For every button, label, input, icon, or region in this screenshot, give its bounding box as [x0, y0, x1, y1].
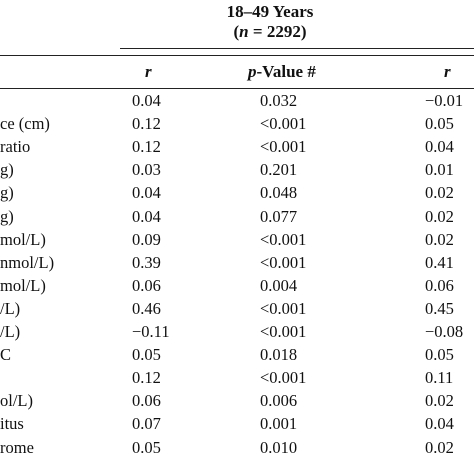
cell-r: 0.06: [132, 275, 161, 295]
cell-pvalue: <0.001: [260, 137, 307, 157]
cell-r2: 0.05: [425, 114, 454, 134]
table-row: rome 0.05 0.010 0.02: [0, 438, 474, 460]
cell-r2: 0.04: [425, 137, 454, 157]
header-rule-top: [0, 55, 474, 56]
row-label: ol/L): [0, 391, 33, 411]
row-label: rome: [0, 437, 34, 457]
cell-pvalue: 0.004: [260, 275, 298, 295]
table-row: ratio 0.12 <0.001 0.04: [0, 137, 474, 159]
col-header-r: r: [145, 62, 152, 81]
cell-pvalue: 0.018: [260, 345, 298, 365]
table-row: g) 0.03 0.201 0.01: [0, 160, 474, 182]
cell-r: 0.09: [132, 229, 161, 249]
cell-pvalue: <0.001: [260, 229, 307, 249]
cell-r2: 0.01: [425, 160, 454, 180]
cell-pvalue: 0.006: [260, 391, 298, 411]
cell-pvalue: 0.001: [260, 414, 298, 434]
table-row: mol/L) 0.09 <0.001 0.02: [0, 230, 474, 252]
table-row: ol/L) 0.06 0.006 0.02: [0, 391, 474, 413]
cell-r2: 0.06: [425, 275, 454, 295]
cell-r: 0.04: [132, 206, 161, 226]
row-label: itus: [0, 414, 24, 434]
table-row: itus 0.07 0.001 0.04: [0, 414, 474, 436]
cell-pvalue: 0.048: [260, 183, 298, 203]
cell-r2: 0.11: [425, 368, 454, 388]
cell-pvalue: <0.001: [260, 298, 307, 318]
cell-r2: 0.02: [425, 183, 454, 203]
cell-pvalue: 0.032: [260, 91, 298, 110]
table-row: 0.04 0.032 −0.01: [0, 91, 474, 113]
cell-pvalue: <0.001: [260, 322, 307, 341]
table-row: ce (cm) 0.12 <0.001 0.05: [0, 114, 474, 136]
cell-r: 0.39: [132, 252, 161, 272]
cell-r2: 0.45: [425, 298, 454, 318]
row-label: /L): [0, 298, 21, 318]
table-row: C 0.05 0.018 0.05: [0, 345, 474, 367]
row-label: ratio: [0, 137, 31, 157]
cell-r: 0.12: [132, 368, 161, 388]
row-label: mol/L): [0, 275, 46, 295]
cell-r2: 0.05: [425, 345, 454, 365]
row-label: C: [0, 345, 12, 365]
cell-r2: 0.41: [425, 252, 454, 272]
cell-r: 0.06: [132, 391, 161, 411]
cell-r: −0.11: [132, 322, 170, 341]
cell-r: 0.07: [132, 414, 161, 434]
row-label: g): [0, 206, 14, 226]
col-header-r2: r: [444, 62, 451, 81]
table-row: g) 0.04 0.048 0.02: [0, 183, 474, 205]
cell-r2: −0.01: [425, 91, 464, 110]
cell-pvalue: <0.001: [260, 114, 307, 134]
row-label: ce (cm): [0, 114, 50, 134]
cell-r: 0.05: [132, 345, 161, 365]
cell-pvalue: 0.010: [260, 437, 298, 457]
table-row: g) 0.04 0.077 0.02: [0, 207, 474, 229]
row-label: g): [0, 160, 14, 180]
cell-pvalue: 0.201: [260, 160, 298, 180]
cell-r2: 0.02: [425, 206, 454, 226]
cell-r: 0.03: [132, 160, 161, 180]
col-header-pvalue: p-Value #: [248, 62, 316, 81]
cell-r2: 0.02: [425, 391, 454, 411]
table-row: mol/L) 0.06 0.004 0.06: [0, 276, 474, 298]
cell-pvalue: <0.001: [260, 368, 307, 388]
table-row: nmol/L) 0.39 <0.001 0.41: [0, 253, 474, 275]
cell-r: 0.12: [132, 114, 161, 134]
row-label: g): [0, 183, 14, 203]
cell-r2: −0.08: [425, 322, 464, 341]
group-n-value: = 2292): [248, 22, 307, 41]
cell-r2: 0.02: [425, 437, 454, 457]
cell-r: 0.04: [132, 183, 161, 203]
group-title: 18–49 Years: [226, 2, 314, 21]
cell-r2: 0.02: [425, 229, 454, 249]
table-row: /L) −0.11 <0.001 −0.08: [0, 322, 474, 344]
row-label: nmol/L): [0, 252, 55, 272]
group-rule: [120, 48, 474, 49]
cell-pvalue: <0.001: [260, 252, 307, 272]
table-row: /L) 0.46 <0.001 0.45: [0, 299, 474, 321]
table-row: 0.12 <0.001 0.11: [0, 368, 474, 390]
cell-pvalue: 0.077: [260, 206, 298, 226]
group-n: (n = 2292): [233, 22, 307, 41]
cell-r: 0.46: [132, 298, 161, 318]
cell-r: 0.12: [132, 137, 161, 157]
group-n-label: n: [239, 22, 249, 41]
cell-r: 0.04: [132, 91, 161, 110]
cell-r2: 0.04: [425, 414, 454, 434]
header-rule-bottom: [0, 88, 474, 89]
row-label: mol/L): [0, 229, 46, 249]
cell-r: 0.05: [132, 437, 161, 457]
row-label: /L): [0, 322, 21, 341]
